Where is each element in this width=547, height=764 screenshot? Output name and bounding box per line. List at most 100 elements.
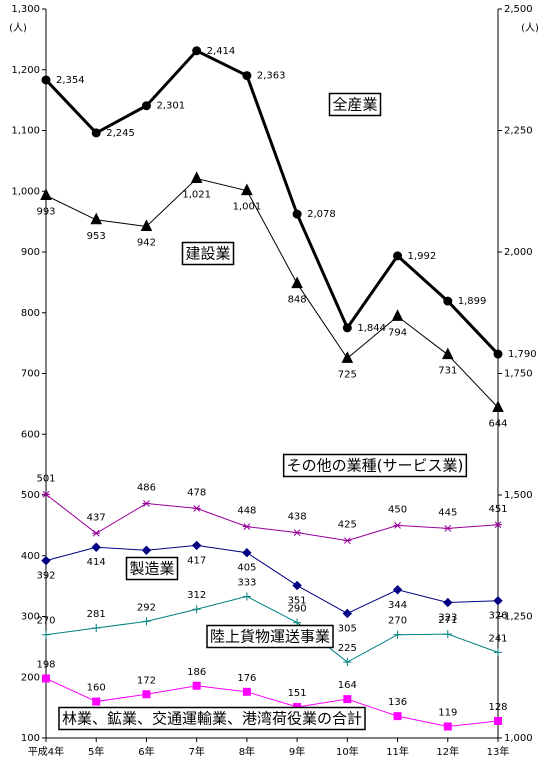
point [142,500,151,507]
y-axis-label: (人) [9,22,27,34]
series-line [45,177,499,408]
point [443,525,452,532]
point [190,171,203,183]
y2-tick-label: 2,000 [504,247,533,258]
point [293,529,302,537]
y-tick-label: 900 [21,247,40,258]
point [241,183,253,196]
series-name: 全産業 [332,96,377,114]
series-name-box [282,453,468,478]
y-tick-label: 1,000 [11,186,40,197]
point [492,400,504,413]
series-line [44,48,500,356]
y-tick-label: 200 [21,672,40,683]
y-tick-label: 800 [21,308,40,319]
series-name: 林業、鉱業、交通運輸業、港湾荷役業の合計 [62,710,362,728]
point [443,597,453,608]
point [494,521,502,529]
data-label: 271 [438,615,457,626]
point [342,608,353,619]
y-tick-label: 1,300 [11,4,40,15]
data-label: 225 [338,643,357,654]
point [342,323,352,333]
series-line [45,544,499,615]
x-tick-label: 11年 [386,745,409,758]
point [41,555,51,566]
data-label: 450 [388,504,407,515]
point [292,209,302,219]
data-label: 270 [388,616,407,627]
data-label: 417 [187,555,206,566]
y-tick-label: 1,200 [11,65,40,76]
point [343,537,352,544]
point [393,522,402,529]
point [443,722,452,731]
x-tick-label: 5年 [88,745,104,758]
data-label: 333 [237,577,256,588]
point [242,523,251,530]
data-label: 2,414 [207,46,236,57]
point [393,630,402,639]
point [242,687,251,696]
y2-axis-label: (人) [521,22,539,34]
y-tick-label: 1,100 [11,126,40,137]
series-line [45,678,499,727]
point [494,716,502,725]
data-label: 128 [488,702,507,713]
series-name-box [206,624,334,649]
point [42,630,50,639]
x-tick-label: 10年 [336,745,359,758]
data-label: 2,354 [56,75,85,86]
x-tick-label: 7年 [188,745,204,758]
data-label: 1,001 [233,202,262,213]
x-tick-label: 13年 [487,745,510,758]
data-label: 312 [187,590,206,601]
data-label: 993 [36,207,55,218]
series-name: 製造業 [129,560,174,578]
data-label: 305 [338,623,357,634]
y-tick-label: 100 [21,733,40,744]
data-label: 725 [338,369,357,380]
y2-tick-label: 1,500 [504,490,533,501]
data-label: 794 [388,327,407,338]
point [494,648,502,657]
point [292,580,302,591]
data-label: 136 [388,697,407,708]
point [192,681,201,690]
series-name-box [58,706,366,731]
data-label: 848 [288,295,307,306]
y2-tick-label: 1,250 [504,612,533,623]
y-tick-label: 700 [21,369,40,380]
series-name-box [181,241,235,266]
point [92,529,101,537]
data-label: 2,363 [257,71,286,82]
data-label: 644 [488,419,507,430]
point [242,592,251,601]
point [242,548,252,558]
point [90,212,103,225]
data-label: 414 [87,557,106,568]
point [91,128,101,138]
data-label: 270 [36,616,55,627]
data-label: 290 [288,604,307,615]
data-label: 953 [87,231,106,242]
y2-tick-label: 1,750 [504,369,533,380]
point [140,219,153,231]
point [441,347,454,360]
point [92,697,101,706]
point [341,351,354,363]
point [493,349,503,359]
point [242,71,252,81]
y2-tick-label: 2,250 [504,126,533,137]
data-label: 392 [36,571,55,582]
series-name-box [328,92,382,117]
data-label: 198 [36,659,55,670]
point [192,605,201,614]
series-name-box [125,556,179,581]
y-tick-label: 500 [21,490,40,501]
data-label: 425 [338,520,357,531]
point [391,309,404,321]
data-label: 1,899 [458,296,487,307]
data-label: 451 [488,504,507,515]
